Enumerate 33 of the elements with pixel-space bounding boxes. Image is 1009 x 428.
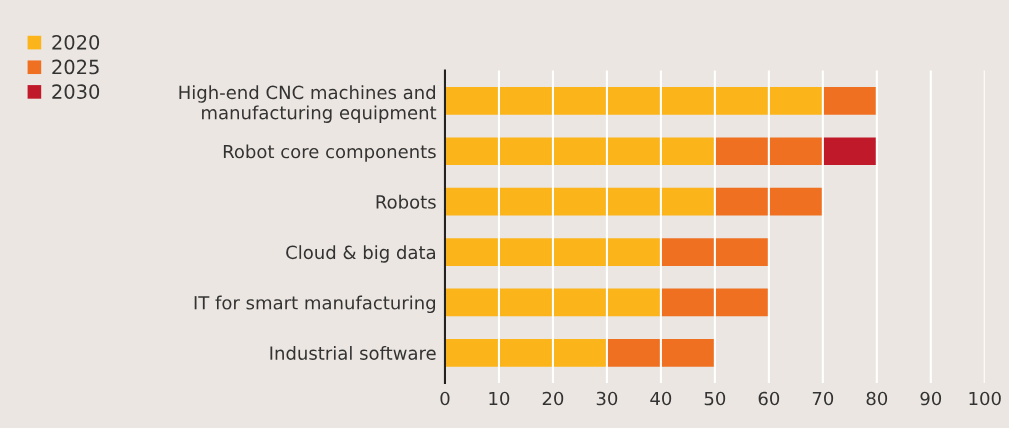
bar — [444, 288, 661, 317]
x-tick-label: 40 — [650, 391, 672, 406]
y-tick-label: Industrial software — [270, 345, 436, 360]
bar — [714, 137, 823, 166]
x-tick-label: 100 — [969, 391, 1001, 406]
bar — [444, 338, 607, 367]
x-tick-label: 0 — [440, 391, 450, 406]
y-tick-label: Cloud & big data — [286, 245, 435, 263]
x-tick-label: 20 — [542, 391, 564, 406]
legend-label: 2025 — [52, 59, 99, 75]
legend-label: 2020 — [52, 34, 100, 50]
y-tick-label: IT for smart manufacturing — [194, 295, 436, 314]
bar — [444, 238, 661, 266]
bar — [606, 338, 715, 367]
bar — [822, 87, 877, 115]
x-tick-label: 70 — [812, 391, 834, 406]
bar — [660, 238, 769, 266]
x-tick-label: 10 — [489, 391, 510, 406]
x-tick-label: 30 — [596, 391, 618, 406]
bar — [714, 187, 823, 216]
y-tick-label: Robot core components — [223, 144, 436, 162]
y-tick-label: High-end CNC machines and manufacturing equipment — [179, 85, 437, 123]
x-tick-label: 80 — [866, 391, 888, 406]
y-tick-label: Robots — [376, 194, 436, 209]
bar — [822, 137, 877, 166]
bar — [444, 137, 715, 166]
bar — [660, 288, 769, 317]
x-tick-label: 90 — [920, 391, 942, 406]
bar — [444, 187, 715, 216]
x-tick-label: 50 — [704, 391, 726, 406]
x-tick-label: 60 — [758, 391, 780, 406]
bar — [444, 87, 823, 115]
legend-label: 2030 — [52, 84, 100, 99]
